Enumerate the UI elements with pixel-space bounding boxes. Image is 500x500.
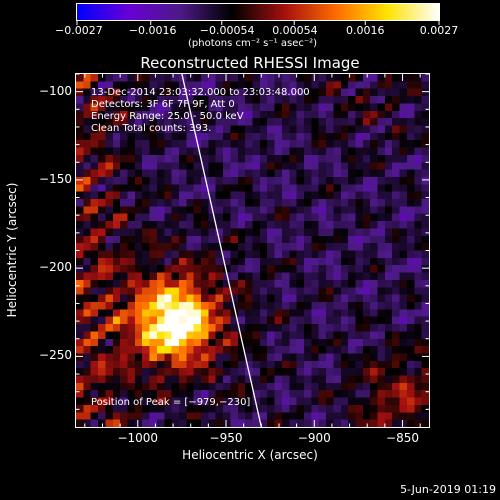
clean-counts-annotation: Clean Total counts: 393.	[91, 123, 212, 134]
x-axis-label: Heliocentric X (arcsec)	[182, 448, 318, 462]
x-tick-label: −1000	[117, 431, 159, 445]
colorbar-tick-label: −0.0027	[55, 24, 103, 37]
x-tick-label: −950	[209, 431, 243, 445]
solar-limb-line	[181, 74, 262, 427]
colorbar-tick-label: 0.00054	[272, 24, 318, 37]
detectors-annotation: Detectors: 3F 6F 7F 9F, Att 0	[91, 99, 235, 110]
colorbar-unit-label: (photons cm⁻² s⁻¹ asec⁻²)	[188, 38, 318, 49]
peak-position-annotation: Position of Peak = [−979,−230]	[91, 397, 251, 408]
colorbar-tick-label: 0.0016	[346, 24, 385, 37]
y-tick-label: −100	[39, 83, 72, 98]
heatmap-image	[76, 74, 429, 427]
colorbar-tick-label: −0.00054	[199, 24, 255, 37]
plot-overlay	[181, 74, 262, 427]
timestamp-footer: 5-Jun-2019 01:19	[400, 483, 496, 496]
energy-range-annotation: Energy Range: 25.0 - 50.0 keV	[91, 111, 244, 122]
y-tick-label: −200	[39, 260, 72, 275]
colorbar-tick-label: 0.0027	[419, 24, 459, 37]
chart-title: Reconstructed RHESSI Image	[140, 54, 360, 72]
time-range-annotation: 13-Dec-2014 23:03:32.000 to 23:03:48.000	[91, 87, 310, 98]
x-tick-label: −900	[297, 431, 331, 445]
y-tick-label: −250	[39, 348, 72, 363]
x-tick-label: −850	[386, 431, 419, 445]
colorbar-tick-label: −0.0016	[128, 24, 177, 37]
y-tick-label: −150	[39, 171, 72, 186]
plot-area: 13-Dec-2014 23:03:32.000 to 23:03:48.000…	[75, 73, 430, 428]
colorbar	[76, 3, 440, 21]
y-axis-label: Heliocentric Y (arcsec)	[5, 182, 19, 318]
